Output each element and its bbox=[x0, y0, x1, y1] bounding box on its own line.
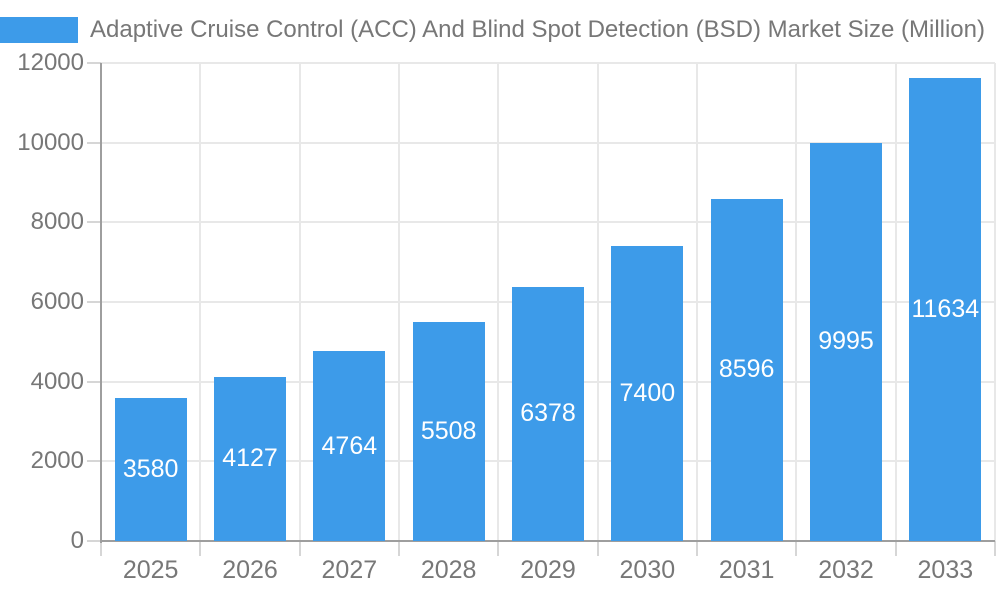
bar-value-label: 3580 bbox=[122, 455, 179, 484]
x-gridline bbox=[795, 63, 798, 541]
x-axis-label: 2031 bbox=[718, 556, 775, 584]
y-axis-tick bbox=[87, 301, 101, 303]
chart-title: Adaptive Cruise Control (ACC) And Blind … bbox=[90, 16, 985, 43]
y-axis-label: 4000 bbox=[30, 367, 84, 395]
bar: 11634 bbox=[909, 77, 982, 541]
legend-swatch bbox=[0, 17, 78, 43]
x-axis-tick bbox=[696, 541, 698, 556]
y-axis-tick bbox=[87, 141, 101, 144]
x-axis-label: 2027 bbox=[321, 556, 378, 584]
x-gridline bbox=[497, 63, 500, 541]
bar-value-label: 4127 bbox=[222, 444, 278, 473]
x-axis-line bbox=[100, 540, 995, 542]
y-axis-label: 8000 bbox=[30, 208, 84, 236]
chart-legend: Adaptive Cruise Control (ACC) And Blind … bbox=[0, 16, 985, 43]
x-gridline bbox=[596, 63, 599, 541]
bar: 9995 bbox=[810, 142, 882, 541]
y-gridline bbox=[101, 62, 995, 64]
y-axis-tick bbox=[87, 221, 101, 224]
y-gridline bbox=[101, 141, 995, 144]
x-axis-label: 2032 bbox=[818, 556, 874, 584]
bar: 7400 bbox=[611, 246, 684, 541]
bar-value-label: 5508 bbox=[420, 416, 477, 445]
bar: 5508 bbox=[412, 321, 485, 541]
x-axis-label: 2025 bbox=[122, 556, 179, 584]
bar-value-label: 11634 bbox=[911, 294, 980, 323]
x-gridline bbox=[696, 63, 698, 541]
bar: 6378 bbox=[512, 286, 584, 541]
bar: 4127 bbox=[214, 376, 286, 541]
y-axis-label: 6000 bbox=[30, 288, 84, 315]
y-axis-line bbox=[100, 63, 102, 543]
y-axis-label: 2000 bbox=[30, 447, 84, 475]
x-axis-tick bbox=[795, 541, 798, 556]
x-gridline bbox=[199, 63, 202, 541]
x-gridline bbox=[894, 63, 897, 541]
x-axis-tick bbox=[596, 541, 599, 556]
x-axis-tick bbox=[298, 541, 301, 556]
x-axis-label: 2026 bbox=[222, 556, 278, 584]
y-gridline bbox=[101, 221, 995, 224]
x-gridline bbox=[298, 63, 301, 541]
x-axis-tick bbox=[398, 541, 400, 556]
bar-value-label: 9995 bbox=[818, 327, 874, 356]
x-axis-label: 2030 bbox=[619, 556, 676, 584]
bar-value-label: 4764 bbox=[321, 431, 378, 460]
bar-value-label: 8596 bbox=[718, 355, 775, 384]
bar: 4764 bbox=[313, 351, 386, 541]
bar-value-label: 6378 bbox=[520, 399, 576, 428]
y-axis-label: 0 bbox=[70, 527, 84, 554]
bar: 3580 bbox=[114, 398, 187, 541]
y-axis-tick bbox=[87, 460, 101, 463]
x-axis-tick bbox=[100, 541, 102, 556]
x-axis-tick bbox=[894, 541, 897, 556]
y-axis-tick bbox=[87, 540, 101, 542]
y-axis-tick bbox=[87, 380, 101, 383]
x-axis-label: 2029 bbox=[520, 556, 576, 584]
bar: 8596 bbox=[710, 198, 783, 541]
x-gridline bbox=[398, 63, 400, 541]
x-gridline bbox=[994, 63, 996, 541]
y-axis-label: 12000 bbox=[17, 49, 84, 76]
y-axis-tick bbox=[87, 62, 101, 64]
x-axis-tick bbox=[199, 541, 202, 556]
x-axis-label: 2033 bbox=[917, 556, 974, 584]
y-axis-label: 10000 bbox=[17, 128, 84, 156]
x-axis-tick bbox=[497, 541, 500, 556]
x-axis-label: 2028 bbox=[420, 556, 477, 584]
bar-value-label: 7400 bbox=[619, 379, 676, 408]
x-axis-tick bbox=[994, 541, 996, 556]
